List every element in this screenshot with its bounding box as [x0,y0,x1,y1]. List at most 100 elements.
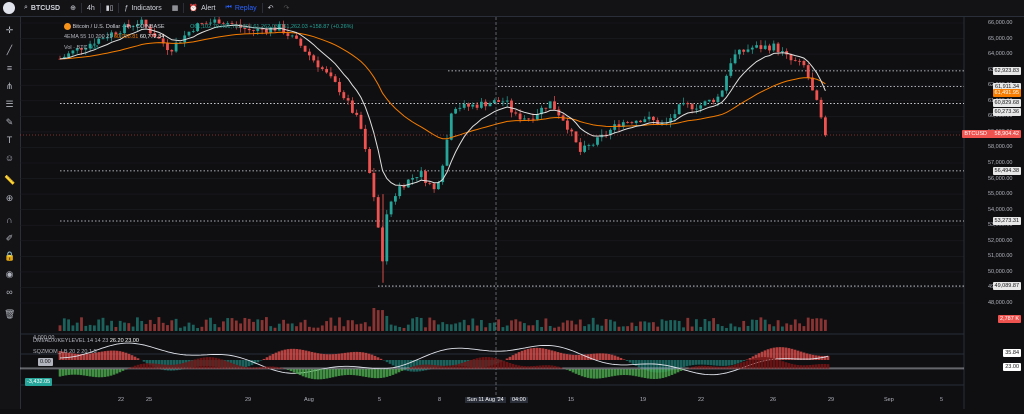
volume-bar [682,327,685,331]
candle-down [230,23,234,25]
candle-up [677,104,681,115]
replay-button[interactable]: ⏮ Replay [221,0,262,16]
volume-bar [686,317,690,331]
volume-bar [269,326,273,331]
volume-bar [222,321,225,331]
volume-bar [80,317,83,331]
emoji-icon[interactable]: ☺ [4,153,15,163]
chart-type-button[interactable]: ▮▯ [101,0,119,16]
interval-label: 4h [86,4,95,12]
indicators-label: Indicators [131,4,162,12]
alert-button[interactable]: ⏰ Alert [184,0,220,16]
chart-canvas[interactable] [20,14,1024,409]
lock-icon[interactable]: 🔒 [4,251,16,261]
volume-bar [355,324,359,331]
compare-button[interactable]: ⊕ [65,0,81,16]
candle-down [690,104,694,110]
time-axis-label: 26 [770,397,777,403]
ruler-icon[interactable]: 📏 [4,175,16,185]
current-price-symbol: BTCUSD [964,131,987,137]
fib-retracement-icon[interactable]: ☰ [5,99,14,109]
alarm-clock-icon: ⏰ [189,5,199,12]
volume-bar [806,317,810,331]
candle-down [652,116,655,121]
crosshair-icon[interactable]: ✛ [5,25,14,35]
candle-up [669,118,672,123]
volume-bar [338,317,341,331]
candle-up [449,113,453,140]
dmi-legend[interactable]: DMI/ADX/KEYLEVEL 14 14 23 26.20 23.00 [33,338,139,344]
volume-bar [583,326,586,331]
volume-bar [329,317,333,331]
price-axis-label: 58,000.00 [988,144,1013,151]
candle-down [639,120,642,123]
candle-down [806,65,810,78]
avatar[interactable] [3,2,15,14]
candle-up [707,99,711,102]
candle-down [497,100,500,102]
volume-bar [699,326,703,331]
candle-down [793,60,797,62]
candle-up [394,196,397,202]
time-axis-label: Sep [884,397,894,403]
candle-up [136,24,139,27]
volume-bar [247,318,251,331]
symbol-search-button[interactable]: ⌕ BTCUSD [19,0,65,16]
sqzmom-legend[interactable]: SQZMOM_LB 20 2 20 1.5 [33,349,97,355]
divider [261,3,263,13]
drawing-toolbar: ✛ ╱ ≡ ⋔ ☰ ✎ T ☺ 📏 ⊕ ∩ ✐ 🔒 ◉ ∞ 🗑 [0,17,21,409]
candle-up [755,45,758,48]
pitchfork-icon[interactable]: ⋔ [5,81,14,91]
volume-bar [630,322,634,331]
volume-bar [557,326,561,331]
ema-legend[interactable]: 4EMA 55 10 200 21 60,038.81 60,772.34 [64,34,164,40]
candle-down [114,32,118,35]
volume-bar [673,320,677,331]
volume-bar [561,322,565,331]
candle-down [798,60,801,62]
magnet-icon[interactable]: ∩ [6,215,13,225]
price-axis-label: 57,000.00 [988,160,1013,166]
eye-icon[interactable]: ◉ [5,269,14,279]
volume-legend[interactable]: Vol · BTC 308 [64,45,98,51]
pencil-lock-icon[interactable]: ✐ [5,233,14,243]
candle-up [682,103,685,105]
candle-down [428,182,432,184]
chart-area[interactable]: Bitcoin / U.S. Dollar · 4h · COINBASE O6… [20,14,1024,409]
candle-up [621,122,625,127]
symbol-label: BTCUSD [30,4,61,12]
dmi-value-2: 23.00 [125,338,139,344]
undo-button[interactable]: ↶ [263,0,279,16]
trendline-icon[interactable]: ╱ [6,45,13,55]
zoom-in-icon[interactable]: ⊕ [5,193,14,203]
volume-bar [815,318,819,331]
replay-icon: ⏮ [225,4,232,11]
redo-button[interactable]: ↷ [278,0,294,16]
candle-up [471,104,475,107]
interval-button[interactable]: 4h [82,0,100,16]
volume-bar [531,325,535,331]
volume-bar [75,322,79,331]
time-axis-label: 8 [438,397,442,403]
volume-bar [523,323,526,331]
brush-icon[interactable]: ✎ [5,117,14,127]
text-icon[interactable]: T [6,135,13,145]
candle-up [105,37,109,39]
volume-bar [789,324,793,331]
volume-bar [131,326,135,331]
symbol-legend[interactable]: Bitcoin / U.S. Dollar · 4h · COINBASE O6… [64,23,353,30]
candle-up [738,49,741,55]
templates-button[interactable]: ▦ [167,0,184,16]
candle-down [467,103,470,107]
volume-bar [501,327,505,331]
volume-bar [217,327,221,331]
volume-bar [299,322,303,331]
indicators-button[interactable]: ƒ Indicators [119,0,166,16]
link-icon[interactable]: ∞ [6,287,13,297]
horizontal-lines-icon[interactable]: ≡ [6,63,13,73]
trash-icon[interactable]: 🗑 [4,309,16,319]
candle-up [750,47,754,50]
candle-down [574,131,578,143]
volume-bar [406,324,410,331]
candle-down [570,129,574,132]
